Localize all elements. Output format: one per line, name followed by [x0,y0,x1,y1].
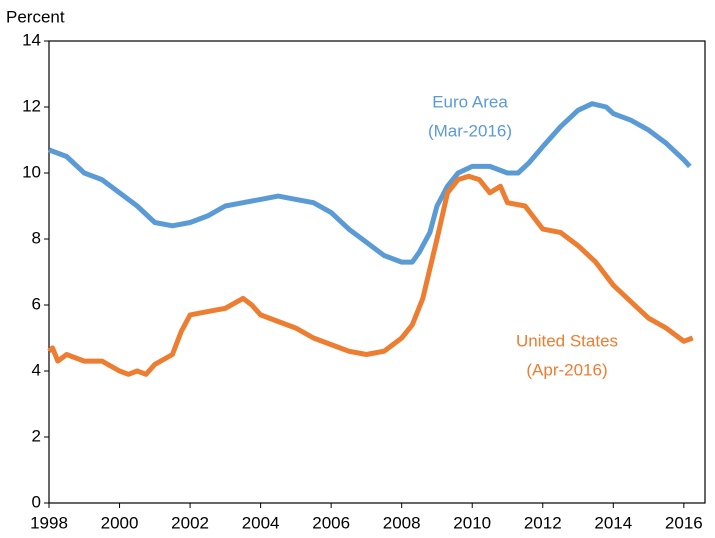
x-tick-label: 2000 [101,513,139,532]
y-tick-label: 14 [22,30,41,49]
x-tick-label: 2012 [524,513,562,532]
plot-frame [48,40,706,504]
series-label: Euro Area [432,92,508,111]
series-line [47,173,694,377]
y-tick-label: 6 [32,294,41,313]
y-axis-label: Percent [6,7,65,26]
y-tick-label: 2 [32,426,41,445]
series-label: United States [516,331,618,350]
y-tick-label: 0 [32,492,41,511]
x-tick-label: 2004 [242,513,280,532]
x-tick-label: 2008 [383,513,421,532]
x-tick-label: 1998 [30,513,68,532]
x-tick-label: 2006 [312,513,350,532]
x-tick-label: 2016 [665,513,703,532]
y-tick-label: 4 [32,360,41,379]
series-line [48,101,692,265]
series-date-label: (Apr-2016) [526,360,607,379]
x-tick-label: 2010 [453,513,491,532]
y-tick-label: 8 [32,228,41,247]
y-tick-label: 10 [22,162,41,181]
x-tick-label: 2002 [171,513,209,532]
series-date-label: (Mar-2016) [428,121,512,140]
x-tick-label: 2014 [594,513,632,532]
y-tick-label: 12 [22,96,41,115]
